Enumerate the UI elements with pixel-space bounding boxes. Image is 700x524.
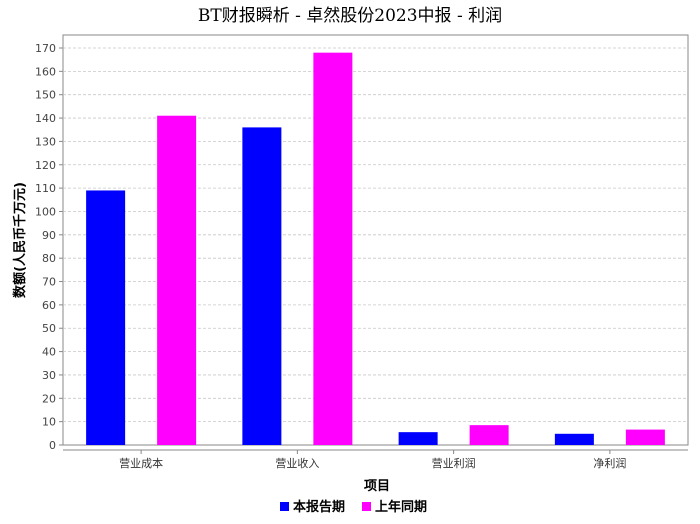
bars [86,52,665,446]
x-tick-label: 净利润 [593,456,626,470]
bar-prior-2 [469,425,509,445]
y-tick-label: 40 [42,346,56,359]
y-tick-label: 70 [42,276,56,289]
x-axis-title: 项目 [364,479,390,494]
bar-current-3 [554,433,594,445]
legend-swatch [280,502,289,511]
bar-current-0 [86,190,126,445]
bar-current-1 [242,127,282,446]
y-tick-label: 170 [35,42,56,55]
y-tick-label: 0 [49,439,56,452]
bar-prior-3 [625,429,665,445]
y-tick-label: 110 [35,182,56,195]
legend: 本报告期 上年同期 [280,499,427,515]
y-tick-label: 80 [42,252,56,265]
y-tick-label: 160 [35,65,56,78]
y-tick-label: 10 [42,416,56,429]
chart-title: BT财报瞬析 - 卓然股份2023中报 - 利润 [198,6,502,26]
y-tick-label: 50 [42,322,56,335]
x-tick-label: 营业成本 [119,456,163,470]
y-tick-label: 60 [42,299,56,312]
bar-prior-1 [313,52,353,445]
y-tick-label: 120 [35,159,56,172]
x-axis-ticks: 营业成本 营业收入 营业利润 净利润 [63,449,688,470]
y-tick-label: 30 [42,369,56,382]
bar-prior-0 [157,115,197,446]
y-tick-label: 90 [42,229,56,242]
y-axis-ticks: 0 10 20 30 40 50 60 70 80 90 100 110 120 130 140 150 160… [35,42,63,452]
legend-swatch [362,502,371,511]
x-tick-label: 营业收入 [275,456,319,470]
y-axis-title: 数额(人民币千万元) [12,182,28,298]
y-tick-label: 130 [35,135,56,148]
y-tick-label: 20 [42,392,56,405]
plot-area [62,34,689,446]
gridlines [63,47,688,423]
y-tick-label: 100 [35,205,56,218]
legend-label: 上年同期 [375,499,427,515]
y-tick-label: 150 [35,89,56,102]
x-tick-label: 营业利润 [432,456,476,470]
y-tick-label: 140 [35,112,56,125]
bar-current-2 [398,432,438,445]
legend-label: 本报告期 [293,499,345,515]
